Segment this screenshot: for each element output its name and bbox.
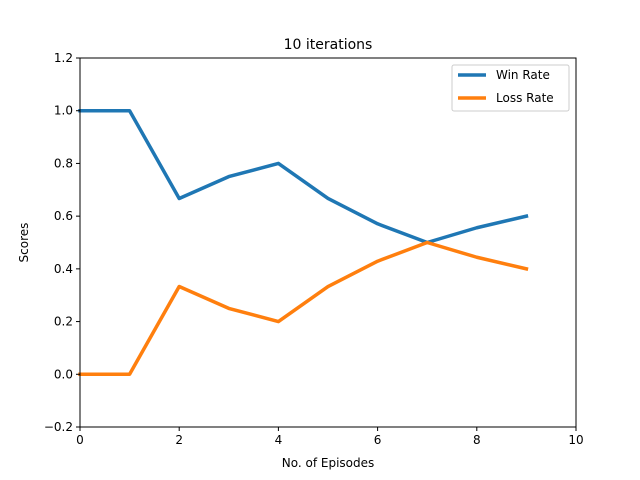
x-tick-label: 2	[175, 433, 183, 447]
y-tick-label: 0.0	[54, 367, 73, 381]
chart-title: 10 iterations	[284, 37, 373, 53]
y-tick-label: −0.2	[44, 420, 73, 434]
y-axis-label: Scores	[17, 223, 31, 263]
x-axis-label: No. of Episodes	[282, 456, 375, 470]
plot-frame	[79, 57, 577, 428]
series-line-loss-rate	[78, 240, 529, 377]
x-tick-label: 10	[568, 433, 583, 447]
legend: Win Rate Loss Rate	[451, 64, 570, 112]
y-tick-label: 1.2	[54, 51, 73, 65]
y-axis: −0.2 0.0 0.2 0.4 0.6 0.8 1.0 1.2	[44, 51, 80, 434]
y-tick-label: 0.8	[54, 156, 73, 170]
plot-area	[78, 57, 577, 428]
legend-label-loss-rate: Loss Rate	[496, 91, 554, 105]
x-tick-label: 8	[473, 433, 481, 447]
y-tick-label: 1.0	[54, 104, 73, 118]
series-line-win-rate	[78, 108, 529, 245]
y-tick-label: 0.2	[54, 315, 73, 329]
series-layer	[78, 108, 529, 377]
legend-label-win-rate: Win Rate	[496, 68, 550, 82]
y-tick-label: 0.6	[54, 209, 73, 223]
x-tick-label: 6	[374, 433, 382, 447]
legend-items: Win Rate Loss Rate	[458, 68, 554, 105]
x-tick-label: 0	[76, 433, 84, 447]
x-tick-label: 4	[275, 433, 283, 447]
x-axis: 0 2 4 6 8 10	[76, 427, 584, 447]
y-tick-label: 0.4	[54, 262, 73, 276]
